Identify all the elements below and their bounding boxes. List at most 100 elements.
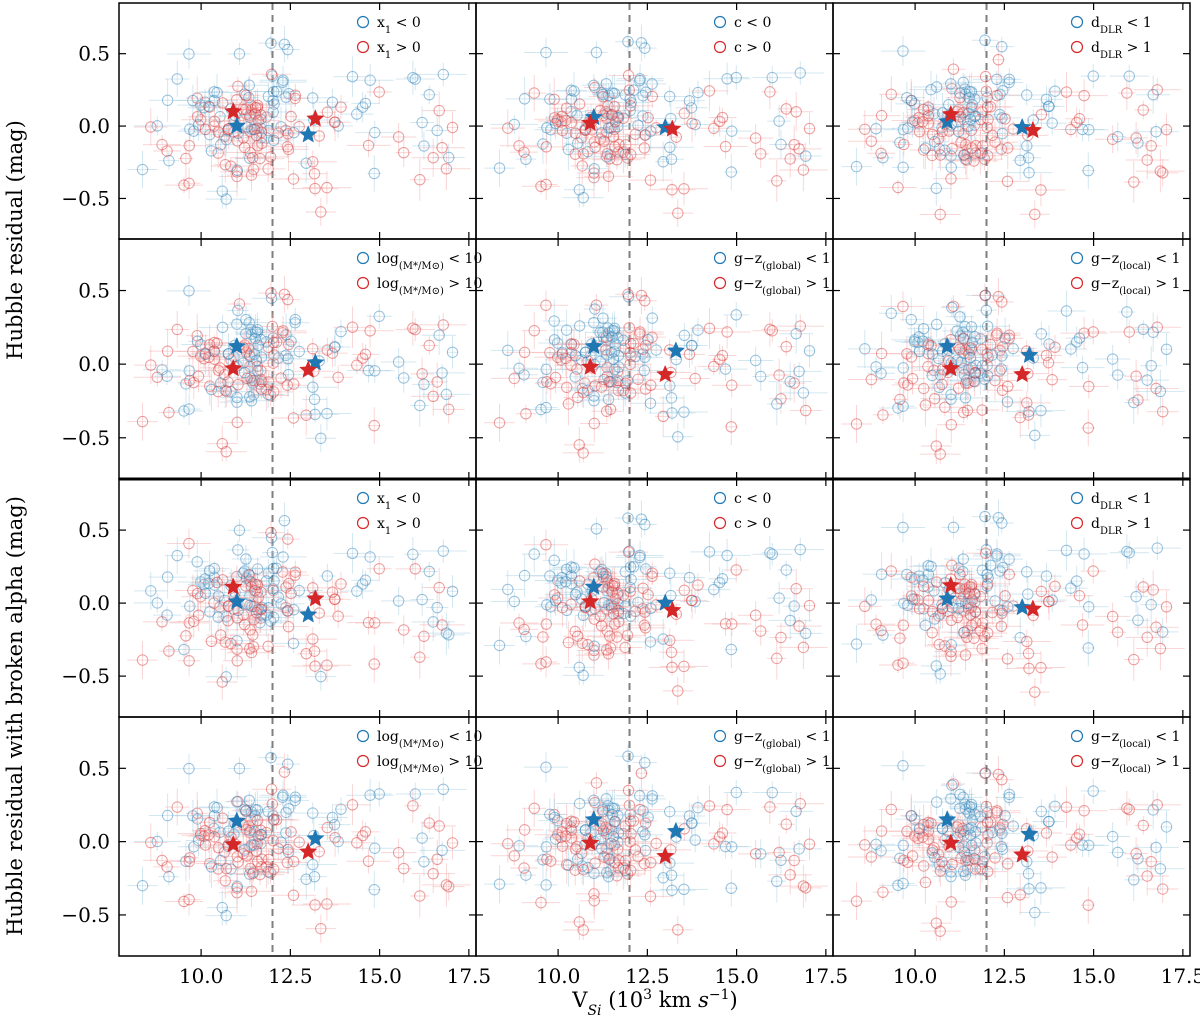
- sn-point: [1060, 544, 1073, 557]
- sn-point: [431, 124, 443, 137]
- sn-point: [247, 866, 260, 878]
- sn-point: [191, 556, 203, 568]
- sn-point: [981, 121, 993, 134]
- sn-point: [607, 608, 620, 620]
- sn-point: [602, 577, 614, 589]
- sn-point: [951, 325, 963, 337]
- sn-point: [220, 193, 232, 205]
- sn-point: [976, 404, 988, 416]
- sn-point: [978, 630, 991, 643]
- sn-point: [194, 338, 207, 351]
- sn-point: [939, 640, 951, 652]
- y-tick-label: 0.0: [78, 352, 110, 376]
- sn-point: [540, 656, 552, 668]
- sn-point: [909, 114, 921, 127]
- sn-point: [979, 289, 992, 302]
- sn-point: [689, 372, 701, 385]
- sn-point: [945, 161, 957, 174]
- sn-point: [321, 106, 334, 118]
- sn-point: [508, 118, 521, 131]
- sn-point: [1157, 167, 1169, 179]
- sn-point: [1002, 380, 1014, 393]
- y-tick-label: −0.5: [61, 426, 110, 450]
- sn-point: [1076, 361, 1089, 374]
- sn-point: [898, 377, 910, 389]
- sn-point: [969, 147, 982, 159]
- sn-point: [598, 373, 610, 386]
- sn-point: [556, 571, 568, 584]
- sn-point: [929, 613, 941, 625]
- sn-point: [600, 331, 612, 343]
- sn-point: [784, 614, 796, 627]
- sn-point: [1049, 341, 1061, 353]
- sn-point: [245, 169, 258, 181]
- sn-point: [1160, 601, 1173, 613]
- sn-point: [183, 537, 195, 550]
- sn-point: [685, 339, 698, 352]
- sn-point: [238, 618, 251, 631]
- sn-point: [640, 563, 652, 575]
- sn-point: [1160, 343, 1173, 356]
- sn-point: [1076, 619, 1089, 631]
- sn-point: [612, 374, 624, 387]
- sn-point: [981, 101, 994, 113]
- sn-point: [991, 73, 1003, 85]
- sn-point: [518, 369, 530, 381]
- sn-point: [622, 69, 635, 82]
- sn-point: [963, 341, 976, 354]
- sn-point: [894, 632, 906, 644]
- sn-point: [282, 293, 294, 306]
- sn-point: [216, 321, 229, 334]
- sn-point: [958, 369, 970, 381]
- sn-point: [947, 521, 960, 534]
- sn-point: [307, 156, 319, 168]
- sn-point: [905, 590, 918, 602]
- sn-point: [601, 585, 613, 597]
- sn-point: [163, 645, 175, 657]
- sn-point: [932, 352, 945, 365]
- sn-point: [913, 345, 926, 358]
- sn-point: [1145, 359, 1157, 372]
- sn-point: [646, 570, 658, 583]
- sn-point: [262, 90, 275, 103]
- sn-point: [955, 595, 967, 607]
- sn-point: [373, 563, 385, 575]
- sn-point: [565, 359, 577, 372]
- sn-point: [1151, 321, 1163, 333]
- sn-point: [560, 563, 573, 576]
- legend-marker: [713, 251, 727, 265]
- sn-point: [548, 554, 560, 567]
- sn-point: [398, 146, 410, 159]
- sn-point: [645, 602, 657, 615]
- sn-point: [730, 564, 742, 576]
- legend-marker: [1070, 15, 1084, 29]
- sn-point: [930, 81, 943, 93]
- sn-point: [249, 585, 261, 597]
- sn-point: [981, 348, 993, 360]
- sn-point: [617, 384, 630, 397]
- sn-point: [443, 629, 455, 641]
- sn-point: [556, 348, 568, 360]
- sn-point: [957, 553, 969, 565]
- sn-point: [902, 379, 914, 391]
- sn-point: [800, 404, 812, 417]
- sn-point: [555, 577, 567, 589]
- sn-point: [726, 379, 738, 391]
- sn-point: [214, 826, 226, 838]
- sn-point: [958, 605, 970, 617]
- sn-point: [248, 613, 260, 626]
- sn-point: [982, 627, 994, 639]
- sn-point: [877, 409, 889, 421]
- sn-point: [289, 569, 301, 581]
- sn-point: [194, 591, 207, 603]
- sn-point: [203, 100, 215, 112]
- sn-point: [232, 378, 244, 391]
- sn-point: [552, 351, 564, 363]
- sn-point: [1021, 140, 1033, 152]
- sn-point: [960, 377, 972, 389]
- sn-point: [1150, 621, 1162, 633]
- sn-point: [897, 161, 909, 174]
- sn-point: [275, 372, 287, 384]
- sn-point: [231, 135, 244, 147]
- sn-point: [183, 403, 195, 415]
